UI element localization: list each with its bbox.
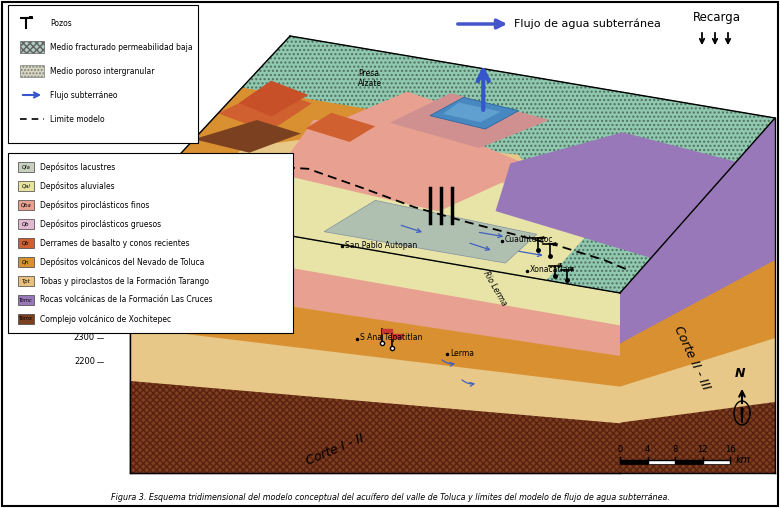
Polygon shape (306, 113, 375, 142)
Text: Tomx: Tomx (19, 316, 33, 322)
Text: Rocas volcánicas de la Formación Las Cruces: Rocas volcánicas de la Formación Las Cru… (40, 296, 212, 304)
Bar (647, 460, 675, 464)
Text: Xonacatlan: Xonacatlan (530, 266, 573, 274)
Polygon shape (392, 334, 402, 338)
Polygon shape (203, 134, 560, 246)
Bar (18, 257, 34, 267)
Text: Presa
Alzate: Presa Alzate (358, 69, 382, 88)
Text: 4: 4 (645, 445, 650, 454)
Text: Qla: Qla (22, 165, 30, 170)
Text: Limite modelo: Limite modelo (50, 114, 105, 123)
Polygon shape (620, 296, 775, 423)
Text: Depósitos piroclásticos gruesos: Depósitos piroclásticos gruesos (40, 219, 161, 229)
Text: Flujo subterráneo: Flujo subterráneo (50, 90, 118, 100)
Polygon shape (620, 242, 775, 387)
Text: 2300: 2300 (74, 333, 95, 342)
Text: Corte I - II: Corte I - II (304, 432, 366, 468)
Bar (675, 460, 703, 464)
Text: S Ana Tepatitlan: S Ana Tepatitlan (360, 333, 423, 342)
Polygon shape (620, 118, 775, 343)
Text: Toluca: Toluca (218, 265, 253, 275)
Text: Rio Lerma: Rio Lerma (481, 269, 509, 307)
Text: 2700: 2700 (74, 238, 95, 246)
Text: Flujo de agua subterránea: Flujo de agua subterránea (514, 19, 661, 29)
Text: km: km (736, 455, 751, 465)
Text: Derrames de basalto y conos recientes: Derrames de basalto y conos recientes (40, 238, 190, 247)
Text: 16: 16 (725, 445, 736, 454)
Text: N: N (735, 367, 745, 380)
Text: Medio poroso intergranular: Medio poroso intergranular (50, 67, 154, 76)
Text: Depósitos volcánicos del Nevado de Toluca: Depósitos volcánicos del Nevado de Toluc… (40, 257, 204, 267)
Text: 12: 12 (697, 445, 707, 454)
Text: 0: 0 (618, 445, 622, 454)
Polygon shape (275, 120, 535, 211)
Polygon shape (130, 208, 620, 473)
Text: Qn: Qn (23, 260, 30, 265)
Text: Qal: Qal (22, 183, 30, 188)
Text: Cuauhtemoc: Cuauhtemoc (505, 236, 554, 244)
Text: Recarga: Recarga (693, 11, 741, 23)
Polygon shape (130, 266, 620, 387)
Text: 2800: 2800 (74, 213, 95, 223)
Polygon shape (130, 229, 620, 356)
Text: 2400: 2400 (74, 309, 95, 319)
Polygon shape (204, 156, 601, 280)
Polygon shape (382, 329, 392, 333)
Text: Medio fracturado permeabilidad baja: Medio fracturado permeabilidad baja (50, 43, 193, 51)
Text: Depósitos lacustres: Depósitos lacustres (40, 162, 115, 172)
Polygon shape (443, 103, 501, 122)
Text: Pozos: Pozos (50, 18, 72, 27)
Bar (8, 5, 198, 143)
Polygon shape (495, 133, 736, 258)
Polygon shape (620, 118, 775, 473)
Polygon shape (130, 208, 620, 326)
Polygon shape (239, 81, 308, 116)
Bar (18, 276, 34, 286)
Text: Tobas y piroclastos de la Formación Tarango: Tobas y piroclastos de la Formación Tara… (40, 276, 209, 285)
Polygon shape (130, 309, 620, 423)
Bar (18, 181, 34, 191)
Bar (620, 460, 647, 464)
Bar (703, 460, 730, 464)
Text: Figura 3. Esquema tridimensional del modelo conceptual del acuífero del valle de: Figura 3. Esquema tridimensional del mod… (111, 492, 669, 501)
Polygon shape (130, 208, 620, 473)
Polygon shape (741, 408, 743, 423)
Polygon shape (218, 88, 312, 132)
Text: 2500: 2500 (74, 285, 95, 295)
Polygon shape (333, 92, 493, 148)
Bar (18, 200, 34, 210)
Text: Complejo volcánico de Xochitepec: Complejo volcánico de Xochitepec (40, 314, 171, 324)
Text: Depósitos aluviales: Depósitos aluviales (40, 181, 115, 190)
Text: 2200: 2200 (74, 358, 95, 366)
Text: Qba: Qba (20, 203, 31, 207)
Bar (18, 219, 34, 229)
Bar (20, 65, 44, 77)
Text: Depósitos piroclásticos finos: Depósitos piroclásticos finos (40, 200, 150, 210)
Polygon shape (390, 93, 550, 148)
Text: San Pablo Autopan: San Pablo Autopan (345, 240, 417, 249)
Polygon shape (324, 200, 537, 263)
Polygon shape (430, 98, 519, 129)
Bar (18, 314, 34, 324)
Bar (8, 153, 293, 333)
Polygon shape (130, 36, 775, 293)
Text: Tomc: Tomc (19, 298, 33, 302)
Text: Corte II - III: Corte II - III (672, 324, 713, 392)
Text: Lerma: Lerma (450, 348, 474, 358)
Text: Calixtlahuaca: Calixtlahuaca (225, 216, 278, 226)
Bar (18, 162, 34, 172)
Text: 2600: 2600 (74, 262, 95, 270)
Text: Qb: Qb (23, 221, 30, 227)
Text: Qb: Qb (23, 240, 30, 245)
Polygon shape (178, 87, 429, 203)
Bar (18, 295, 34, 305)
Polygon shape (130, 309, 620, 423)
Text: msnm: msnm (82, 191, 108, 200)
Text: Tpt: Tpt (22, 278, 30, 283)
Bar (20, 41, 44, 53)
Bar (18, 238, 34, 248)
Polygon shape (194, 120, 301, 153)
Text: 8: 8 (672, 445, 678, 454)
